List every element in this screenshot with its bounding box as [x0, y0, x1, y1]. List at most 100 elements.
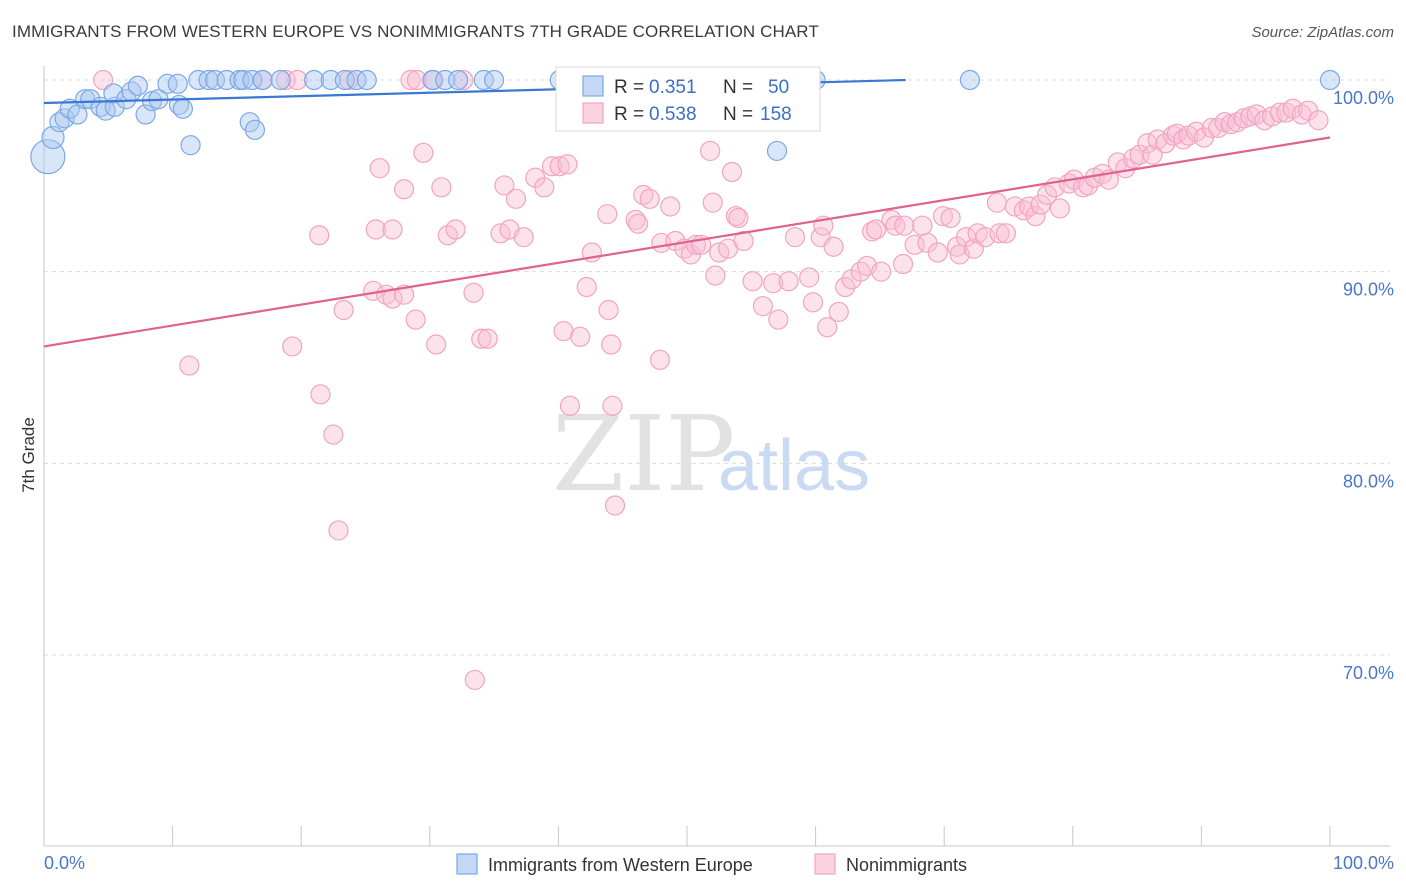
- stats-r-value-2: 0.538: [649, 104, 697, 125]
- western-europe-point-23: [188, 69, 209, 91]
- western-europe-point-33: [270, 69, 291, 91]
- western-europe-point-19: [167, 73, 188, 94]
- nonimmigrants-point-23: [413, 142, 434, 163]
- nonimmigrants-point-85: [817, 317, 838, 338]
- watermark-atlas: atlas: [718, 426, 870, 506]
- nonimmigrants-point-99: [904, 234, 925, 255]
- nonimmigrants-point-1: [179, 355, 200, 376]
- legend-swatch-pink: [814, 853, 836, 875]
- western-europe-point-46: [766, 140, 788, 162]
- western-europe-point-38: [356, 69, 377, 91]
- nonimmigrants-point-67: [702, 192, 723, 213]
- nonimmigrants-point-55: [628, 213, 649, 234]
- y-tick-label-100: 100.0%: [1333, 88, 1394, 108]
- nonimmigrants-point-6: [309, 225, 330, 246]
- nonimmigrants-point-49: [598, 299, 619, 321]
- nonimmigrants-point-76: [752, 296, 773, 317]
- nonimmigrants-point-56: [633, 184, 654, 206]
- western-europe-point-7: [80, 89, 101, 110]
- nonimmigrants-point-75: [742, 271, 763, 292]
- nonimmigrants-point-19: [400, 69, 421, 91]
- nonimmigrants-point-52: [602, 395, 623, 416]
- stats-r-label-1: R =: [614, 77, 644, 98]
- nonimmigrants-point-42: [549, 156, 570, 177]
- nonimmigrants-point-111: [986, 192, 1008, 213]
- y-axis-label: 7th Grade: [19, 417, 38, 493]
- nonimmigrants-point-50: [597, 204, 618, 225]
- nonimmigrants-point-103: [932, 205, 954, 227]
- nonimmigrants-point-38: [513, 227, 534, 248]
- nonimmigrants-point-33: [477, 328, 498, 349]
- nonimmigrants-point-37: [505, 188, 527, 209]
- nonimmigrants-point-20: [406, 69, 428, 91]
- nonimmigrants-point-28: [445, 219, 466, 240]
- nonimmigrants-point-86: [823, 236, 844, 257]
- x-tick-label-min: 0.0%: [44, 853, 85, 873]
- stats-n-value-2: 158: [760, 104, 792, 125]
- nonimmigrants-point-10: [333, 299, 354, 321]
- nonimmigrants-point-77: [763, 273, 784, 294]
- source-credit: Source: ZipAtlas.com: [1251, 24, 1394, 41]
- legend-swatch-blue: [456, 853, 478, 875]
- nonimmigrants-point-44: [557, 154, 578, 175]
- y-tick-label-70: 70.0%: [1343, 663, 1394, 683]
- y-tick-labels: 100.0% 90.0% 80.0% 70.0%: [1333, 88, 1394, 683]
- nonimmigrants-point-119: [1036, 184, 1058, 206]
- western-europe-point-11: [103, 83, 124, 104]
- grid-lines: [44, 79, 1390, 656]
- nonimmigrants-point-74: [733, 230, 754, 252]
- stats-r-value-1: 0.351: [649, 77, 697, 98]
- western-europe-point-34: [303, 69, 325, 91]
- stats-swatch-pink: [582, 102, 604, 124]
- stats-swatch-blue: [582, 75, 604, 97]
- stats-n-label-1: N =: [723, 77, 753, 98]
- western-europe-point-43: [484, 69, 505, 91]
- nonimmigrants-point-58: [649, 349, 671, 370]
- nonimmigrants-point-80: [784, 227, 806, 248]
- nonimmigrants-point-100: [912, 215, 933, 236]
- western-europe-point-24: [198, 69, 219, 91]
- nonimmigrants-point-46: [570, 326, 591, 347]
- western-europe-point-22: [180, 135, 201, 156]
- western-europe-point-31: [244, 119, 266, 140]
- stats-n-value-1: 50: [768, 77, 789, 98]
- nonimmigrants-point-81: [799, 267, 820, 288]
- axes: [43, 66, 1390, 847]
- nonimmigrants-point-9: [328, 520, 349, 541]
- western-europe-point-35: [320, 69, 341, 91]
- nonimmigrants-point-117: [1025, 205, 1046, 227]
- nonimmigrants-point-121: [1049, 198, 1071, 219]
- nonimmigrants-point-104: [940, 207, 961, 229]
- western-europe-point-14: [127, 75, 148, 96]
- x-ticks: [43, 826, 1331, 846]
- western-europe-point-49: [1319, 69, 1341, 91]
- nonimmigrants-point-66: [700, 140, 721, 162]
- nonimmigrants-point-54: [625, 209, 646, 231]
- nonimmigrants-point-14: [369, 158, 390, 179]
- western-europe-point-15: [135, 104, 156, 125]
- nonimmigrants-point-17: [382, 219, 403, 240]
- nonimmigrants-point-22: [405, 309, 426, 330]
- nonimmigrants-point-0: [93, 69, 114, 91]
- nonimmigrants-point-102: [927, 242, 948, 263]
- nonimmigrants-point-147: [1227, 112, 1248, 133]
- stats-n-label-2: N =: [723, 104, 753, 125]
- nonimmigrants-point-7: [310, 384, 331, 405]
- nonimmigrants-point-98: [894, 215, 915, 236]
- nonimmigrants-point-78: [768, 309, 789, 330]
- nonimmigrants-point-143: [1201, 117, 1222, 139]
- western-europe-point-18: [157, 73, 178, 94]
- nonimmigrants-point-3: [275, 69, 296, 91]
- nonimmigrants-point-4: [287, 69, 308, 91]
- nonimmigrants-point-144: [1208, 117, 1229, 139]
- nonimmigrants-point-97: [892, 253, 914, 275]
- nonimmigrants-point-95: [881, 209, 902, 231]
- western-europe-point-41: [447, 69, 469, 91]
- nonimmigrants-point-93: [865, 219, 887, 240]
- nonimmigrants-point-71: [721, 161, 743, 183]
- western-europe-point-32: [252, 69, 273, 91]
- nonimmigrants-point-153: [1269, 102, 1290, 123]
- nonimmigrants-point-40: [534, 177, 555, 198]
- nonimmigrants-point-43: [553, 320, 574, 342]
